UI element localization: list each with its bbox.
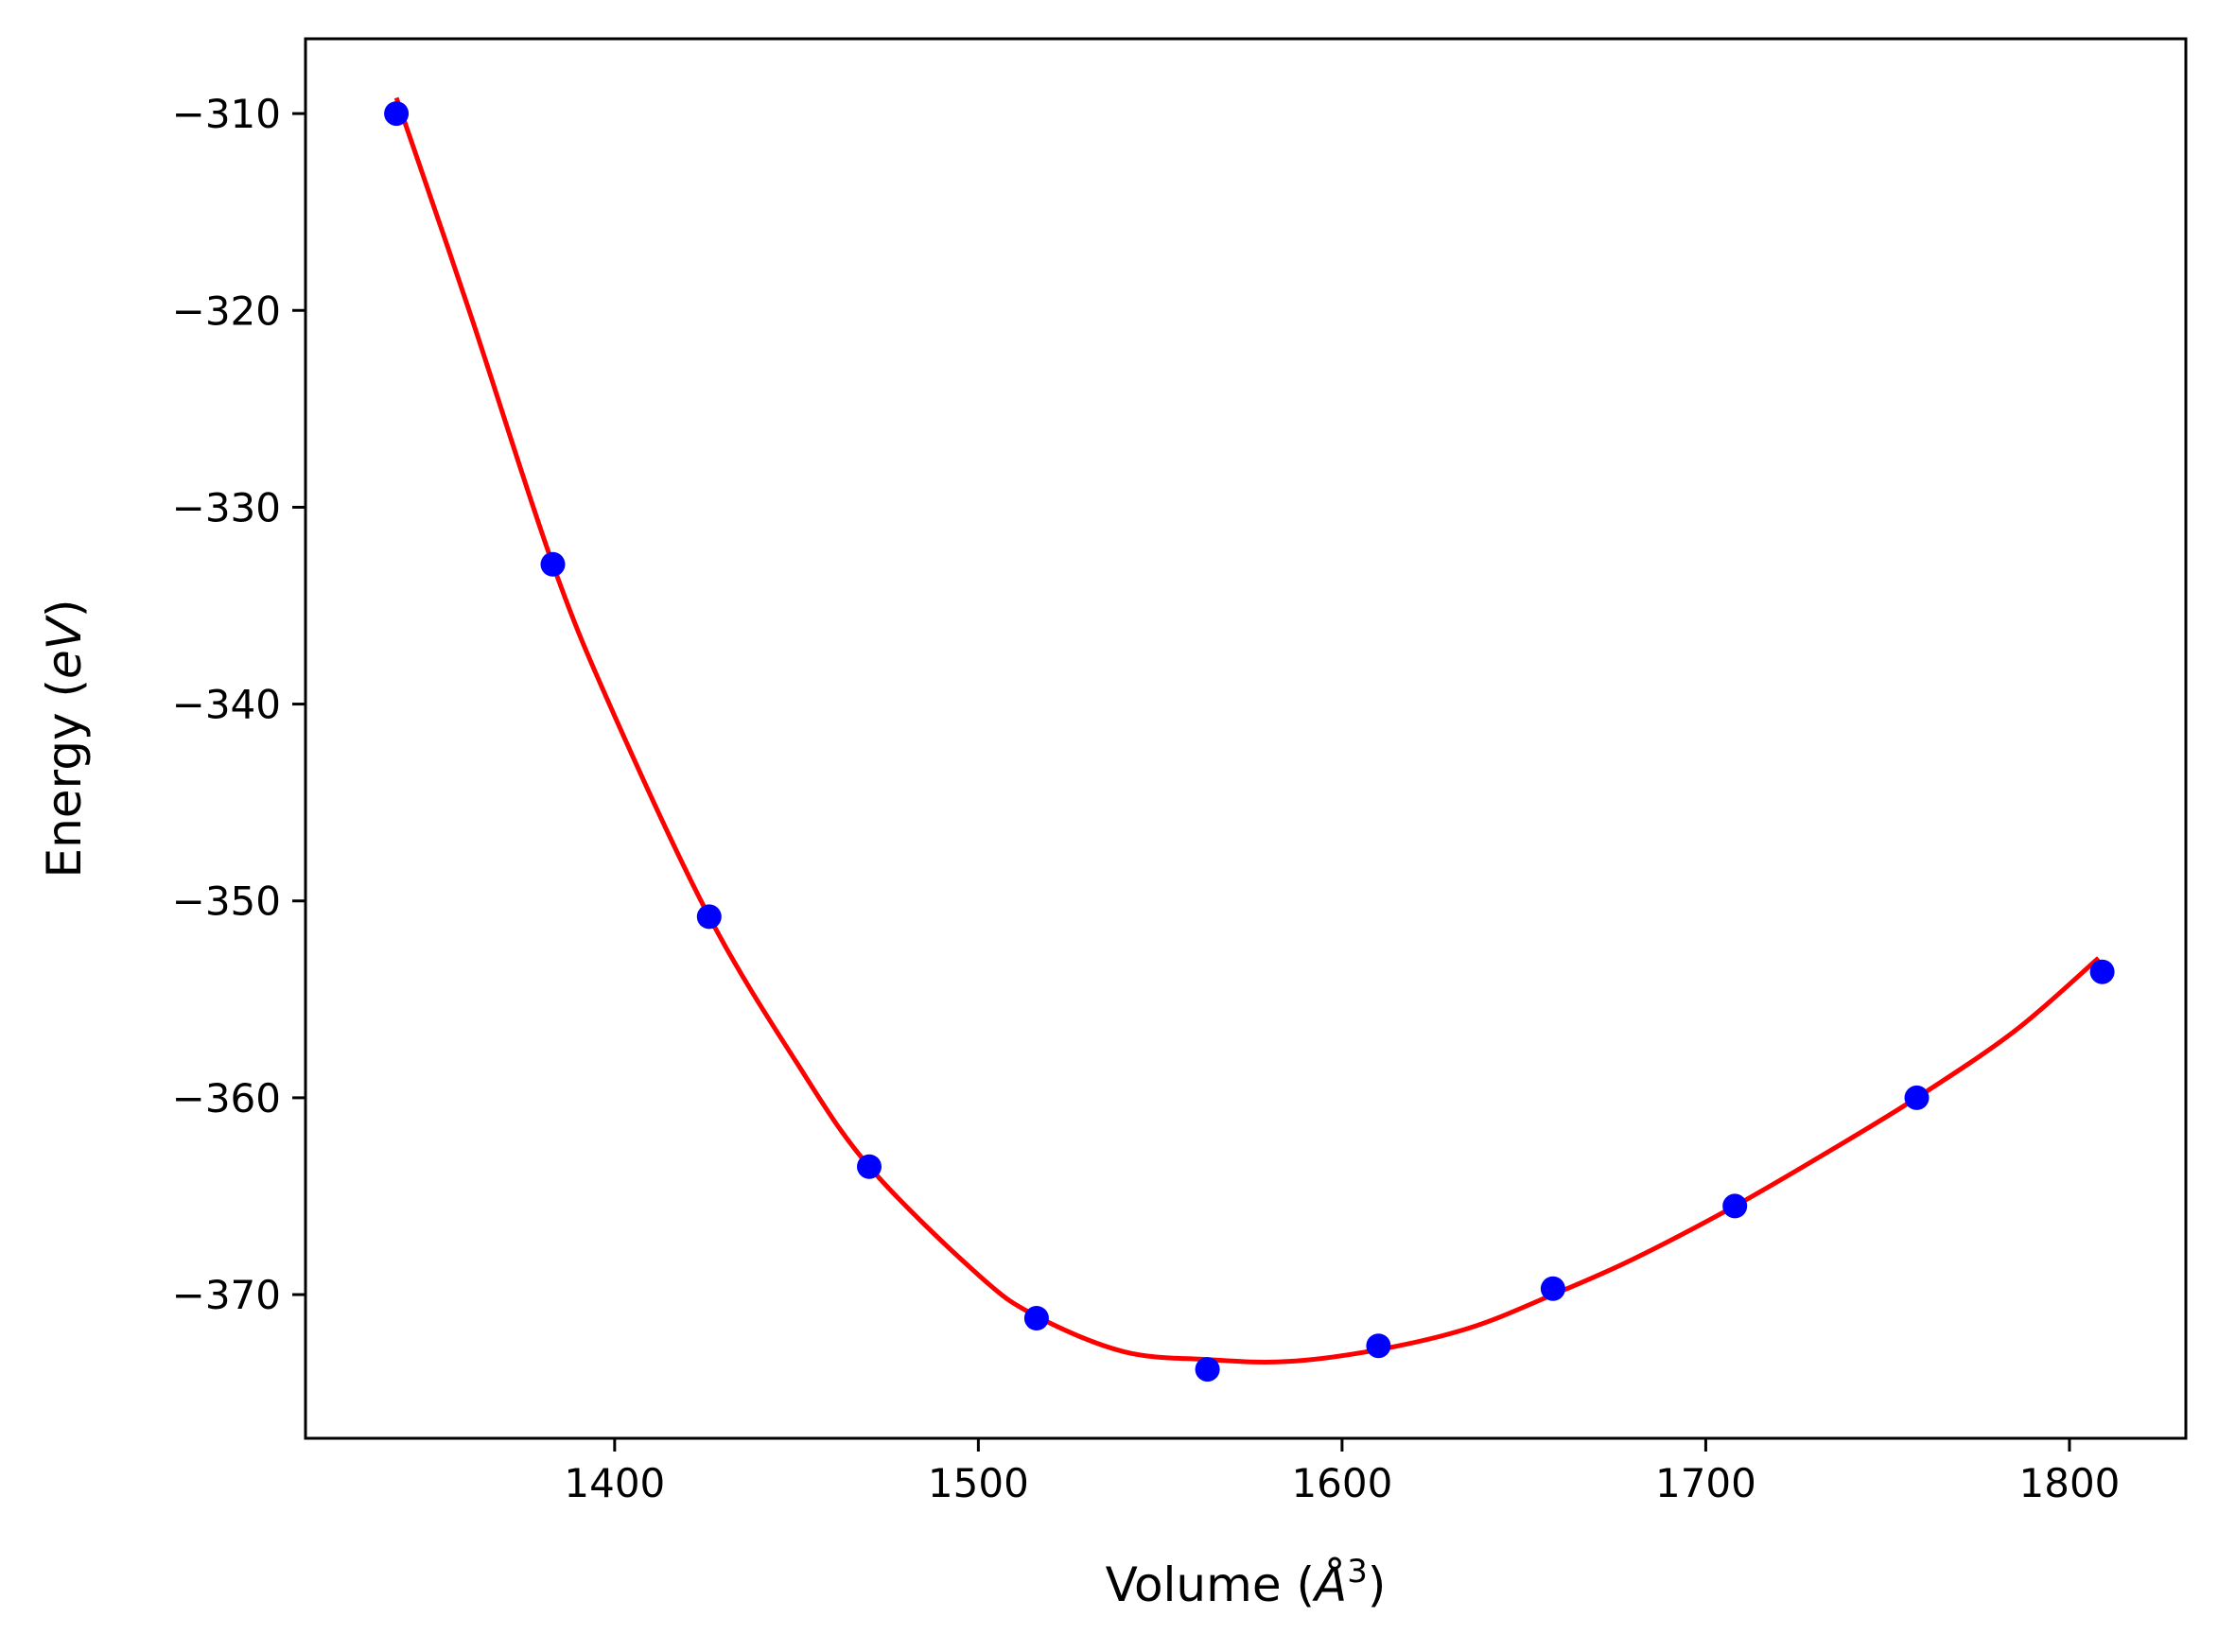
- y-tick-label: −320: [172, 287, 281, 334]
- data-point: [2089, 959, 2115, 984]
- data-point: [1540, 1276, 1565, 1301]
- data-point: [384, 101, 410, 127]
- data-point: [1366, 1333, 1391, 1359]
- data-point: [1722, 1193, 1748, 1219]
- x-tick-label: 1500: [928, 1460, 1029, 1506]
- data-point: [857, 1154, 882, 1179]
- x-tick-label: 1600: [1291, 1460, 1392, 1506]
- data-point: [1023, 1306, 1049, 1330]
- y-axis-label: Energy (eV): [37, 600, 92, 878]
- x-axis-ticks: 1400 1500 1600 1700 1800: [564, 1438, 2120, 1506]
- x-tick-label: 1800: [2019, 1460, 2121, 1506]
- fit-curve-layer: [393, 96, 2101, 1365]
- y-tick-label: −350: [172, 878, 281, 925]
- x-tick-label: 1400: [564, 1460, 665, 1506]
- y-tick-label: −360: [172, 1075, 281, 1122]
- data-point: [1904, 1085, 1930, 1110]
- x-tick-label: 1700: [1655, 1460, 1756, 1506]
- x-axis-label: Volume (Å3): [1106, 1553, 1387, 1612]
- data-points-layer: [384, 101, 2115, 1382]
- data-point: [540, 551, 566, 577]
- y-tick-label: −370: [172, 1272, 281, 1318]
- y-tick-label: −330: [172, 484, 281, 530]
- data-point: [696, 904, 722, 930]
- plot-frame: [304, 37, 2188, 1440]
- y-axis-ticks: −310 −320 −330 −340 −350 −360 −370: [172, 91, 306, 1318]
- fit-line: [393, 96, 2101, 1365]
- y-tick-label: −340: [172, 682, 281, 728]
- y-tick-label: −310: [172, 91, 281, 137]
- data-point: [1195, 1357, 1220, 1382]
